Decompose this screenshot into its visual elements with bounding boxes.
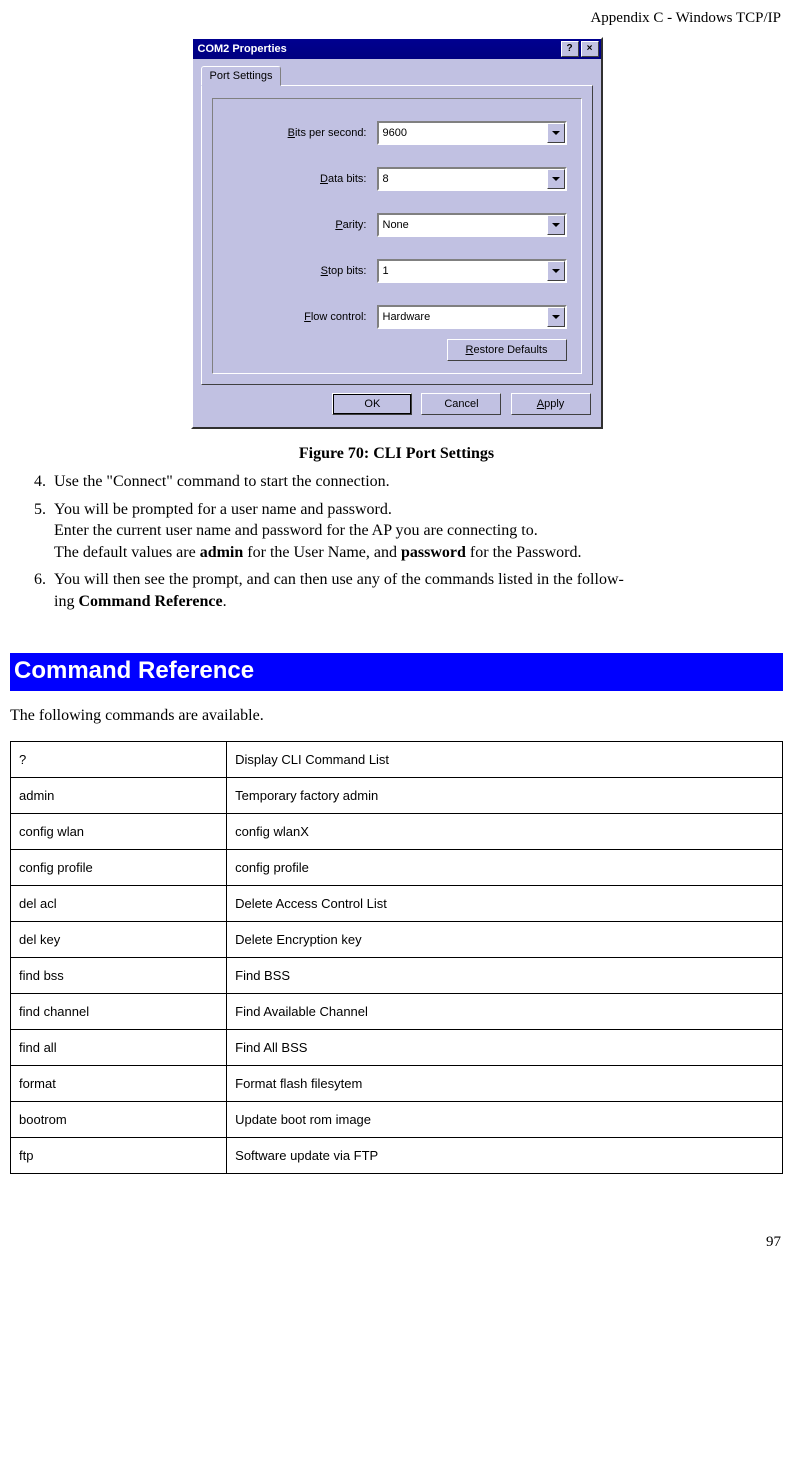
command-cell: del acl: [11, 885, 227, 921]
command-cell: find channel: [11, 993, 227, 1029]
figure-caption: Figure 70: CLI Port Settings: [10, 445, 783, 463]
table-row: find allFind All BSS: [11, 1029, 783, 1065]
description-cell: Format flash filesytem: [227, 1065, 783, 1101]
text: You will be prompted for a user name and…: [54, 501, 392, 518]
apply-button[interactable]: Apply: [511, 393, 591, 415]
bits-per-second-label: Bits per second:: [227, 127, 377, 139]
bits-per-second-value: 9600: [383, 127, 407, 139]
data-bits-value: 8: [383, 173, 389, 185]
port-settings-group: Bits per second: 9600 Data bits: 8: [212, 98, 582, 374]
command-cell: del key: [11, 921, 227, 957]
help-icon[interactable]: ?: [561, 41, 579, 57]
com2-properties-dialog: COM2 Properties ? × Port Settings Bits p…: [191, 37, 603, 429]
table-row: find bssFind BSS: [11, 957, 783, 993]
table-row: formatFormat flash filesytem: [11, 1065, 783, 1101]
flow-control-value: Hardware: [383, 311, 431, 323]
command-cell: admin: [11, 777, 227, 813]
text: Enter the current user name and password…: [54, 522, 538, 539]
table-row: ?Display CLI Command List: [11, 741, 783, 777]
titlebar: COM2 Properties ? ×: [193, 39, 601, 59]
command-cell: bootrom: [11, 1101, 227, 1137]
command-cell: format: [11, 1065, 227, 1101]
text: The default values are: [54, 544, 200, 561]
table-row: config profileconfig profile: [11, 849, 783, 885]
restore-defaults-button[interactable]: Restore Defaults: [447, 339, 567, 361]
list-item: Use the "Connect" command to start the c…: [50, 471, 783, 493]
ok-button[interactable]: OK: [332, 393, 412, 415]
text: for the Password.: [466, 544, 582, 561]
chevron-down-icon[interactable]: [547, 169, 565, 189]
stop-bits-combo[interactable]: 1: [377, 259, 567, 283]
flow-control-label: Flow control:: [227, 311, 377, 323]
chevron-down-icon[interactable]: [547, 215, 565, 235]
description-cell: Delete Encryption key: [227, 921, 783, 957]
command-cell: config wlan: [11, 813, 227, 849]
table-row: adminTemporary factory admin: [11, 777, 783, 813]
parity-combo[interactable]: None: [377, 213, 567, 237]
description-cell: Display CLI Command List: [227, 741, 783, 777]
command-cell: config profile: [11, 849, 227, 885]
text-bold: password: [401, 544, 466, 561]
stop-bits-value: 1: [383, 265, 389, 277]
intro-text: The following commands are available.: [10, 707, 783, 725]
command-cell: find all: [11, 1029, 227, 1065]
command-cell: ftp: [11, 1137, 227, 1173]
table-row: del keyDelete Encryption key: [11, 921, 783, 957]
stop-bits-label: Stop bits:: [227, 265, 377, 277]
description-cell: Software update via FTP: [227, 1137, 783, 1173]
command-cell: ?: [11, 741, 227, 777]
description-cell: Update boot rom image: [227, 1101, 783, 1137]
text: You will then see the prompt, and can th…: [54, 571, 624, 588]
data-bits-label: Data bits:: [227, 173, 377, 185]
text-bold: Command Reference: [78, 593, 222, 610]
list-item: You will then see the prompt, and can th…: [50, 569, 783, 612]
description-cell: Temporary factory admin: [227, 777, 783, 813]
command-cell: find bss: [11, 957, 227, 993]
list-item: You will be prompted for a user name and…: [50, 499, 783, 564]
chevron-down-icon[interactable]: [547, 261, 565, 281]
page-header: Appendix C - Windows TCP/IP: [10, 10, 783, 27]
parity-label: Parity:: [227, 219, 377, 231]
command-reference-table: ?Display CLI Command ListadminTemporary …: [10, 741, 783, 1174]
data-bits-combo[interactable]: 8: [377, 167, 567, 191]
table-row: find channelFind Available Channel: [11, 993, 783, 1029]
table-row: bootromUpdate boot rom image: [11, 1101, 783, 1137]
table-row: ftpSoftware update via FTP: [11, 1137, 783, 1173]
cancel-button[interactable]: Cancel: [421, 393, 501, 415]
description-cell: Find BSS: [227, 957, 783, 993]
description-cell: config profile: [227, 849, 783, 885]
bits-per-second-combo[interactable]: 9600: [377, 121, 567, 145]
page-number: 97: [10, 1234, 783, 1251]
text: for the User Name, and: [243, 544, 401, 561]
description-cell: Find All BSS: [227, 1029, 783, 1065]
table-row: config wlanconfig wlanX: [11, 813, 783, 849]
text: .: [223, 593, 227, 610]
description-cell: config wlanX: [227, 813, 783, 849]
chevron-down-icon[interactable]: [547, 307, 565, 327]
close-icon[interactable]: ×: [581, 41, 599, 57]
table-row: del aclDelete Access Control List: [11, 885, 783, 921]
tab-port-settings[interactable]: Port Settings: [201, 66, 282, 86]
parity-value: None: [383, 219, 409, 231]
instruction-list: Use the "Connect" command to start the c…: [10, 471, 783, 613]
text-bold: admin: [200, 544, 244, 561]
chevron-down-icon[interactable]: [547, 123, 565, 143]
text: ing: [54, 593, 78, 610]
description-cell: Delete Access Control List: [227, 885, 783, 921]
section-heading: Command Reference: [10, 653, 783, 691]
flow-control-combo[interactable]: Hardware: [377, 305, 567, 329]
description-cell: Find Available Channel: [227, 993, 783, 1029]
titlebar-text: COM2 Properties: [195, 43, 559, 55]
